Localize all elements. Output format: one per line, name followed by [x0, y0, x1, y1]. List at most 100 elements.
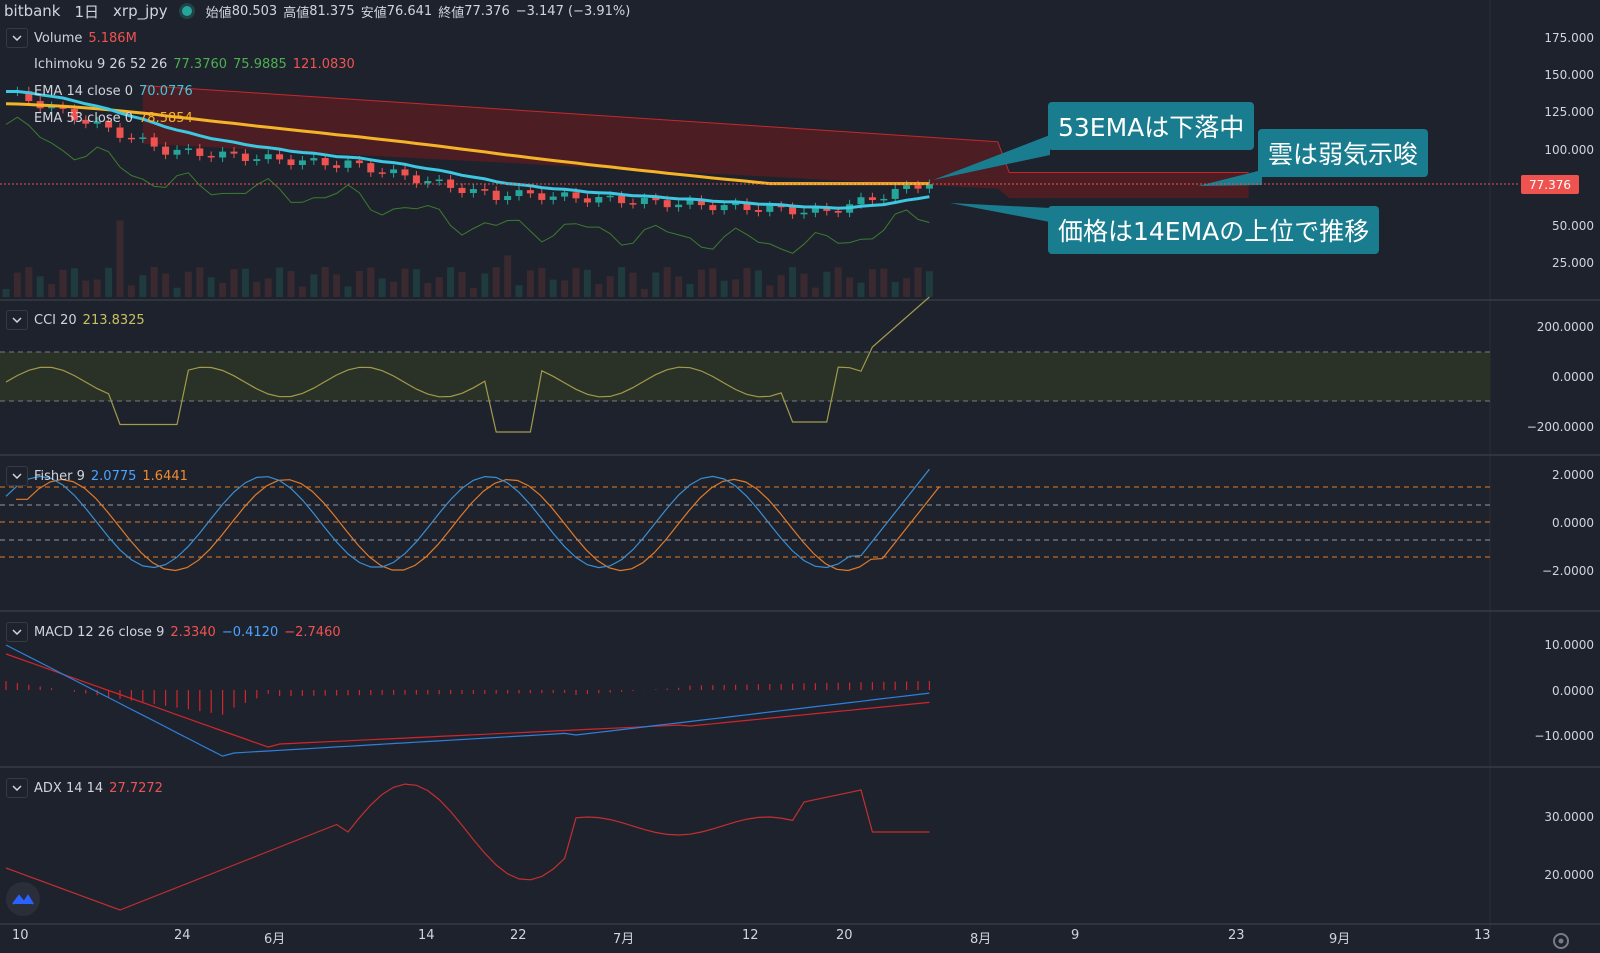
legend-volume-name: Volume: [34, 30, 83, 46]
ichimoku-legend[interactable]: Ichimoku 9 26 52 26 77.3760 75.9885 121.…: [34, 54, 355, 74]
symbol-name[interactable]: xrp_jpy: [113, 2, 168, 20]
callout-price: 価格は14EMAの上位で推移: [1048, 206, 1380, 254]
volume-bar: [811, 287, 819, 297]
cci-legend[interactable]: CCI 20 213.8325: [6, 310, 145, 330]
fisher-legend[interactable]: Fisher 9 2.0775 1.6441: [6, 466, 188, 486]
volume-bar: [139, 275, 147, 297]
volume-bar: [458, 271, 466, 297]
fisher-pane: [0, 468, 1490, 572]
macd-legend[interactable]: MACD 12 26 close 9 2.3340 −0.4120 −2.746…: [6, 622, 341, 642]
logo-icon: [12, 894, 34, 905]
volume-bar: [173, 287, 181, 297]
volume-bar: [298, 286, 306, 297]
legend-cci-name: CCI 20: [34, 312, 77, 328]
volume-bar: [390, 281, 398, 297]
candle: [310, 158, 318, 161]
tradingview-logo[interactable]: [6, 882, 40, 916]
candle: [891, 188, 899, 199]
candle: [652, 197, 660, 201]
time-axis-label: 20: [836, 928, 853, 943]
volume-bar: [207, 277, 215, 297]
candle: [720, 205, 728, 211]
macd-line: [5, 644, 930, 757]
candle: [618, 195, 626, 204]
cci-line: [5, 296, 930, 433]
pane-separators[interactable]: [0, 299, 1600, 925]
legend-ichimoku-v1: 77.3760: [173, 56, 228, 72]
candle: [116, 127, 124, 138]
legend-ichimoku-v2: 75.9885: [233, 56, 287, 72]
candle: [390, 169, 398, 174]
volume-bar: [344, 286, 352, 297]
legend-ichimoku-name: Ichimoku 9 26 52 26: [34, 56, 168, 72]
callout-cloud: 雲は弱気示唆: [1258, 129, 1429, 177]
price-axis-label: 25.000: [1552, 256, 1594, 270]
fisher-axis-label: 2.0000: [1552, 468, 1594, 482]
legend-volume-value: 5.186M: [88, 30, 137, 46]
candle: [367, 163, 375, 173]
candle: [583, 198, 591, 203]
volume-bar: [629, 272, 637, 297]
volume-legend[interactable]: Volume 5.186M: [6, 28, 137, 48]
legend-ema53-value: 78.5854: [139, 110, 193, 126]
volume-bar: [150, 267, 158, 297]
candle: [504, 196, 512, 201]
volume-bar: [766, 285, 774, 297]
exchange-name[interactable]: bitbank: [4, 2, 61, 20]
adx-legend[interactable]: ADX 14 14 27.7272: [6, 778, 163, 798]
candle: [663, 200, 671, 208]
chevron-down-icon[interactable]: [6, 310, 28, 330]
volume-bar: [127, 285, 135, 297]
candle: [800, 212, 808, 215]
candle: [207, 155, 215, 158]
callout-ema53: 53EMAは下落中: [1048, 102, 1255, 150]
ema14-legend[interactable]: EMA 14 close 0 70.0776: [34, 81, 193, 101]
chevron-down-icon[interactable]: [6, 28, 28, 48]
volume-bar: [333, 274, 341, 297]
chevron-down-icon[interactable]: [6, 778, 28, 798]
candle: [321, 158, 329, 166]
cci-pane: [0, 296, 1490, 433]
candle: [25, 91, 33, 102]
adx-axis-label: 30.0000: [1544, 810, 1594, 824]
candle: [355, 160, 363, 164]
candle: [264, 154, 272, 160]
volume-bar: [481, 273, 489, 297]
ema53-legend[interactable]: EMA 53 close 0 78.5854: [34, 108, 193, 128]
gear-icon[interactable]: [1553, 933, 1569, 949]
candle: [595, 197, 603, 203]
fisher-trigger-line: [16, 478, 940, 572]
candle: [697, 199, 705, 206]
volume-bar: [230, 269, 238, 297]
candle: [196, 148, 204, 156]
volume-bar: [310, 274, 318, 297]
ohlc-open-label: 始値: [205, 5, 232, 21]
chevron-down-icon[interactable]: [6, 466, 28, 486]
legend-cci-value: 213.8325: [82, 312, 145, 328]
volume-bar: [184, 271, 192, 297]
candle: [219, 151, 227, 158]
chevron-down-icon[interactable]: [6, 622, 28, 642]
volume-bar: [675, 276, 683, 297]
volume-bar: [367, 267, 375, 297]
legend-macd-v2: −0.4120: [221, 624, 279, 640]
volume-bar: [447, 267, 455, 297]
ohlc-open-value: 80.503: [231, 3, 278, 19]
candle: [105, 121, 113, 128]
candle: [823, 207, 831, 211]
volume-bar: [93, 279, 101, 297]
volume-bar: [640, 288, 648, 297]
macd-signal-line: [5, 653, 930, 748]
price-axis-label: 100.000: [1544, 143, 1594, 157]
volume-bar: [82, 280, 90, 297]
time-axis-label: 13: [1474, 928, 1491, 943]
volume-bar: [25, 267, 33, 297]
price-axis-label: 50.000: [1552, 219, 1594, 233]
volume-bar: [732, 279, 740, 297]
candle: [754, 210, 762, 212]
interval-label[interactable]: 1日: [74, 2, 100, 21]
price-tag-bg: [1521, 175, 1579, 194]
volume-bar: [800, 273, 808, 297]
time-axis-label: 10: [12, 928, 29, 943]
